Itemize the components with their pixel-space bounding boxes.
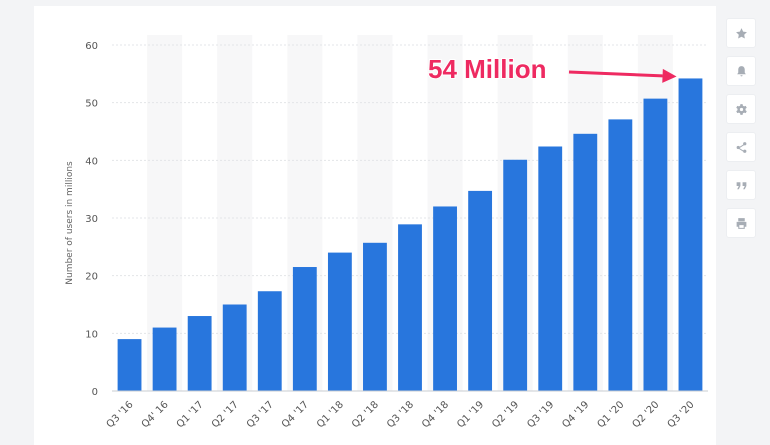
bar[interactable]	[468, 190, 493, 391]
x-tick-label: Q3 '16	[105, 399, 136, 430]
cite-button[interactable]	[726, 170, 756, 200]
y-axis-title: Number of users in millions	[65, 161, 75, 285]
x-tick-label: Q3 '19	[525, 399, 556, 430]
x-tick-label: Q4 '17	[280, 399, 311, 430]
bars	[117, 78, 703, 392]
x-tick-label: Q3 '17	[245, 399, 276, 430]
y-axis-ticks: 0 10 20 30 40 50 60	[85, 41, 98, 398]
y-tick-label: 30	[85, 214, 98, 225]
quote-icon	[736, 181, 746, 189]
y-tick-label: 50	[85, 99, 98, 110]
gear-icon	[735, 103, 747, 115]
x-tick-label: Q2 '18	[350, 399, 381, 430]
print-icon	[736, 217, 746, 229]
bar[interactable]	[433, 206, 457, 391]
share-button[interactable]	[726, 132, 756, 162]
bar[interactable]	[608, 119, 633, 391]
x-tick-label: Q1 '17	[175, 399, 206, 430]
tool-sidebar	[726, 18, 758, 246]
bar[interactable]	[398, 224, 422, 391]
bar[interactable]	[257, 291, 282, 391]
y-tick-label: 10	[85, 329, 98, 340]
bar[interactable]	[292, 267, 317, 391]
x-tick-label: Q3 '18	[385, 399, 416, 430]
bar[interactable]	[678, 78, 703, 392]
bar[interactable]	[187, 316, 212, 391]
y-tick-label: 20	[85, 272, 98, 283]
bar[interactable]	[222, 304, 247, 392]
bar[interactable]	[363, 242, 387, 391]
notification-button[interactable]	[726, 56, 756, 86]
x-tick-label: Q4' 16	[140, 399, 171, 430]
annotation-arrow	[568, 70, 663, 78]
x-tick-label: Q3 '20	[666, 399, 697, 430]
x-tick-label: Q4 '19	[560, 399, 591, 430]
bell-icon	[736, 65, 746, 76]
bar[interactable]	[117, 339, 142, 391]
bar[interactable]	[152, 327, 177, 391]
print-button[interactable]	[726, 208, 756, 238]
chart-card: 0 10 20 30 40 50 60 Q3 '16 Q4' 16 Q1 '17 Q2 '17 Q3…	[34, 6, 716, 445]
bar[interactable]	[643, 98, 668, 391]
bar[interactable]	[503, 159, 528, 391]
bar[interactable]	[327, 252, 352, 391]
x-tick-label: Q1 '20	[595, 399, 626, 430]
annotation-label: 54 Million	[428, 54, 546, 84]
x-tick-label: Q1 '18	[315, 399, 346, 430]
annotation-arrowhead	[662, 68, 677, 83]
star-icon	[735, 27, 747, 39]
y-tick-label: 60	[85, 41, 98, 52]
annotation: 54 Million	[427, 53, 677, 85]
y-tick-label: 0	[92, 387, 98, 398]
x-tick-label: Q2 '19	[490, 399, 521, 430]
x-tick-label: Q1 '19	[455, 399, 486, 430]
x-tick-label: Q2 '20	[630, 399, 661, 430]
settings-button[interactable]	[726, 94, 756, 124]
bar[interactable]	[538, 146, 563, 391]
y-tick-label: 40	[85, 156, 98, 167]
share-icon	[736, 141, 746, 153]
x-tick-label: Q2 '17	[210, 399, 241, 430]
favorite-button[interactable]	[726, 18, 756, 48]
bar[interactable]	[573, 133, 598, 391]
x-axis-ticks: Q3 '16 Q4' 16 Q1 '17 Q2 '17 Q3 '17 Q4 '17 Q1 '…	[105, 399, 697, 430]
x-tick-label: Q4 '18	[420, 399, 451, 430]
